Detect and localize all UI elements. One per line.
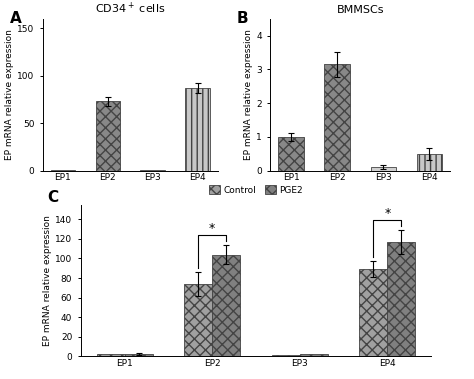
Bar (272, 355, 300, 356)
Text: C: C (47, 190, 58, 205)
Bar (184, 284, 212, 356)
Text: *: * (384, 207, 391, 220)
Y-axis label: EP mRNA relative expression: EP mRNA relative expression (244, 29, 253, 160)
Bar (278, 137, 304, 171)
Title: BMMSCs: BMMSCs (337, 5, 384, 16)
Bar (185, 88, 210, 171)
Text: *: * (209, 222, 215, 235)
Bar (140, 170, 165, 171)
Bar (387, 242, 415, 356)
Title: CD34$^+$ cells: CD34$^+$ cells (95, 1, 165, 17)
Bar (212, 255, 240, 356)
Text: B: B (237, 11, 249, 27)
Bar (97, 354, 125, 356)
Bar (96, 101, 120, 171)
Bar (359, 269, 387, 356)
Bar (325, 64, 350, 171)
Legend: Control, PGE2: Control, PGE2 (205, 182, 307, 198)
Bar (417, 154, 442, 171)
Y-axis label: EP mRNA relative expression: EP mRNA relative expression (5, 29, 14, 160)
Bar (371, 167, 396, 171)
Text: A: A (9, 11, 21, 27)
Bar (300, 354, 328, 356)
Bar (125, 354, 153, 356)
Y-axis label: EP mRNA relative expression: EP mRNA relative expression (43, 215, 52, 346)
Bar (51, 170, 75, 171)
